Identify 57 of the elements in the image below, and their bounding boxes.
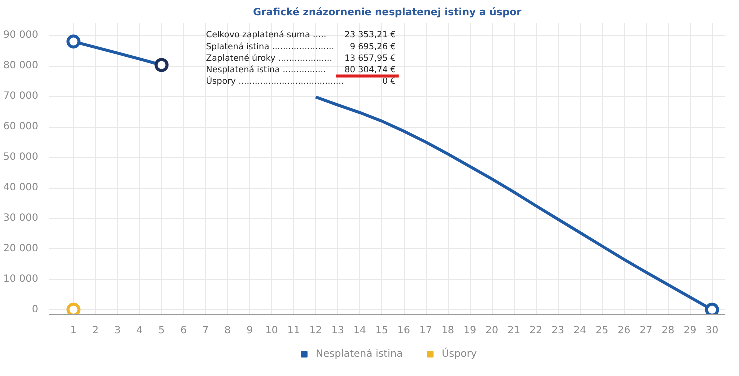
annotation: 9 695,26 € [350,42,396,52]
x-tick-label: 26 [618,326,631,336]
legend-label: Nesplatená istina [316,348,403,360]
x-tick-label: 12 [310,326,322,336]
y-tick-label: 50 000 [4,152,39,164]
x-tick-label: 9 [246,326,254,336]
point [66,302,81,314]
x-tick-label: 21 [508,326,520,336]
annotation: 80 304,74 € [344,65,396,76]
x-tick-label: 3 [114,326,121,336]
y-tick-label: 80 000 [4,60,39,72]
y-tick-label: 10 000 [4,274,39,285]
x-tick-label: 22 [530,326,543,336]
point [66,34,81,49]
annotation: Splatená istina ....................... [206,42,334,52]
x-tick-label: 17 [420,326,432,336]
x-tick-label: 6 [180,326,188,336]
x-tick-label: 14 [354,326,366,336]
y-tick-label: 0 [32,304,39,316]
annotation: 0 € [382,77,396,88]
x-tick-label: 13 [332,326,344,336]
annotation: Úspory ....................................... [206,76,344,88]
annotation: 23 353,21 € [344,30,396,41]
x-tick-label: 11 [288,326,300,336]
x-tick-label: 18 [442,326,454,336]
x-tick-label: 29 [684,326,697,336]
legend-label: Úspory [442,348,477,360]
x-tick-label: 24 [574,326,587,336]
y-tick-label: 90 000 [4,30,39,42]
x-tick-label: 2 [92,326,99,336]
point [705,302,720,314]
x-tick-label: 27 [640,326,653,336]
x-tick-label: 4 [136,326,143,336]
y-tick-label: 60 000 [4,122,39,133]
x-tick-label: 20 [486,326,498,336]
x-tick-label: 7 [202,326,210,336]
annotation: Nesplatená istina ................ [206,65,326,76]
y-tick-label: 40 000 [4,182,39,194]
x-tick-label: 30 [706,326,719,336]
x-tick-label: 23 [552,326,565,336]
annotation: 13 657,95 € [344,54,396,64]
x-tick-label: 28 [662,326,675,336]
x-tick-label: 15 [376,326,388,336]
chart-title: Grafické znázornenie nesplatenej istiny a úspor [253,8,522,18]
y-tick-label: 30 000 [4,213,39,224]
x-tick-label: 25 [596,326,609,336]
x-tick-label: 5 [158,326,165,336]
y-tick-label: 70 000 [4,91,39,102]
annotation: Celkovo zaplatená suma ..... [206,30,327,41]
x-tick-label: 10 [266,326,278,336]
point [154,58,169,72]
annotation: Zaplatené úroky .................... [206,54,332,64]
x-tick-label: 1 [70,326,77,336]
y-tick-label: 20 000 [4,243,39,254]
x-tick-label: 19 [464,326,476,336]
x-tick-label: 8 [224,326,232,336]
x-tick-label: 16 [398,326,410,336]
